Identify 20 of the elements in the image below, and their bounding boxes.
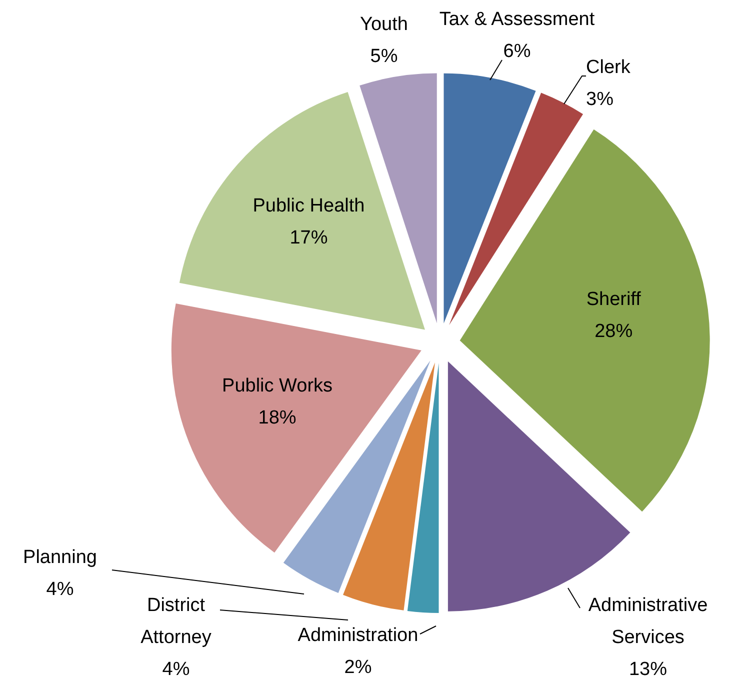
data-label: 6% — [503, 41, 531, 62]
data-label: 4% — [162, 659, 190, 680]
slice-label: District Attorney — [140, 595, 212, 648]
slice-label: Administrative Services — [588, 595, 708, 648]
slice-label: Administration — [298, 625, 418, 646]
slice-label: Clerk — [586, 57, 631, 78]
slice-label: Public Health — [252, 195, 365, 216]
slice-label: Sheriff — [586, 289, 642, 310]
data-label: 13% — [628, 659, 668, 680]
data-label: 17% — [290, 227, 328, 248]
data-label: 18% — [258, 407, 296, 428]
data-label: 5% — [370, 46, 398, 67]
slice-label: Planning — [23, 547, 97, 568]
slice-label: Public Works — [222, 375, 333, 396]
data-label: 4% — [46, 579, 74, 600]
slice-label: Youth — [360, 14, 408, 35]
data-label: 2% — [344, 657, 372, 678]
data-label: 28% — [594, 321, 633, 342]
slice-label: Tax & Assessment — [439, 9, 596, 30]
data-label: 3% — [586, 89, 614, 110]
